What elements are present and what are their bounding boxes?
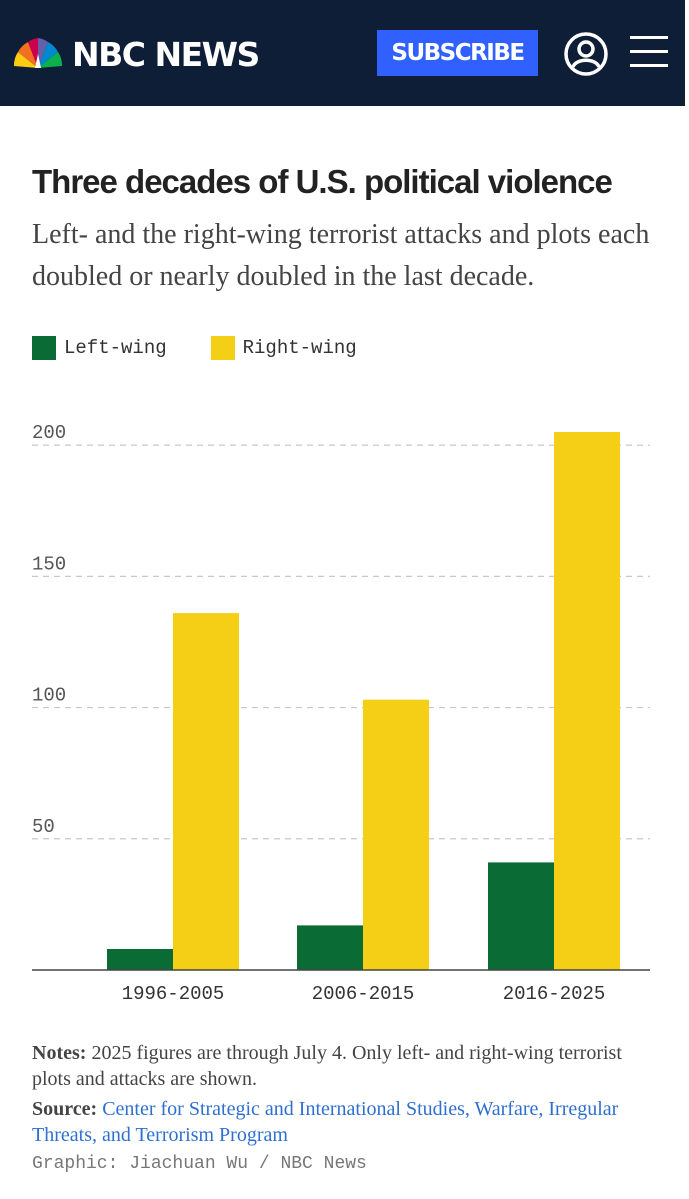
chart-notes: Notes: 2025 figures are through July 4. … <box>32 1040 662 1092</box>
chart-source: Source: Center for Strategic and Interna… <box>32 1096 662 1148</box>
legend-item-left-wing: Left-wing <box>32 336 167 360</box>
source-label: Source: <box>32 1098 98 1120</box>
site-header: NBC NEWS SUBSCRIBE <box>0 0 685 106</box>
bar-right-wing <box>363 699 429 970</box>
nbc-peacock-logo-icon <box>13 38 63 68</box>
chart-legend: Left-wing Right-wing <box>32 336 401 360</box>
y-tick-label: 200 <box>32 422 66 444</box>
hamburger-menu-icon[interactable] <box>630 36 668 70</box>
notes-label: Notes: <box>32 1042 87 1064</box>
y-tick-label: 50 <box>32 816 55 838</box>
bar-right-wing <box>554 432 620 970</box>
brand-logo[interactable]: NBC NEWS <box>12 34 260 74</box>
subscribe-button[interactable]: SUBSCRIBE <box>377 30 538 76</box>
x-tick-label: 2016-2025 <box>503 983 606 1005</box>
graphic-credit: Graphic: Jiachuan Wu / NBC News <box>32 1154 367 1174</box>
bar-left-wing <box>297 925 363 970</box>
notes-text: 2025 figures are through July 4. Only le… <box>32 1042 622 1090</box>
bar-left-wing <box>107 949 173 970</box>
account-icon[interactable] <box>563 31 609 77</box>
legend-swatch-right-wing <box>210 336 235 360</box>
x-tick-label: 2006-2015 <box>312 983 415 1005</box>
chart-subtitle: Left- and the right-wing terrorist attac… <box>32 219 650 292</box>
y-tick-label: 150 <box>32 553 66 575</box>
y-tick-label: 100 <box>32 685 66 707</box>
bar-chart: 50 100 150 200 1996-2005 2006-2015 2016-2025 <box>32 422 650 1005</box>
bar-right-wing <box>173 613 239 970</box>
chart-title: Three decades of U.S. political violence <box>32 163 613 200</box>
bar-left-wing <box>488 862 554 970</box>
legend-label-left-wing: Left-wing <box>64 337 167 359</box>
legend-label-right-wing: Right-wing <box>242 337 357 359</box>
brand-name: NBC NEWS <box>72 34 260 74</box>
x-tick-label: 1996-2005 <box>122 983 225 1005</box>
legend-item-right-wing: Right-wing <box>210 336 357 360</box>
legend-swatch-left-wing <box>32 336 56 360</box>
source-link[interactable]: Center for Strategic and International S… <box>32 1098 619 1146</box>
